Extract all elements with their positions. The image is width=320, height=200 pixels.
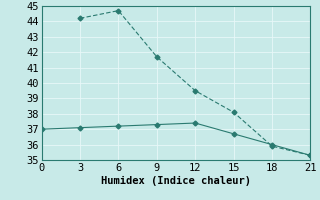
X-axis label: Humidex (Indice chaleur): Humidex (Indice chaleur) (101, 176, 251, 186)
